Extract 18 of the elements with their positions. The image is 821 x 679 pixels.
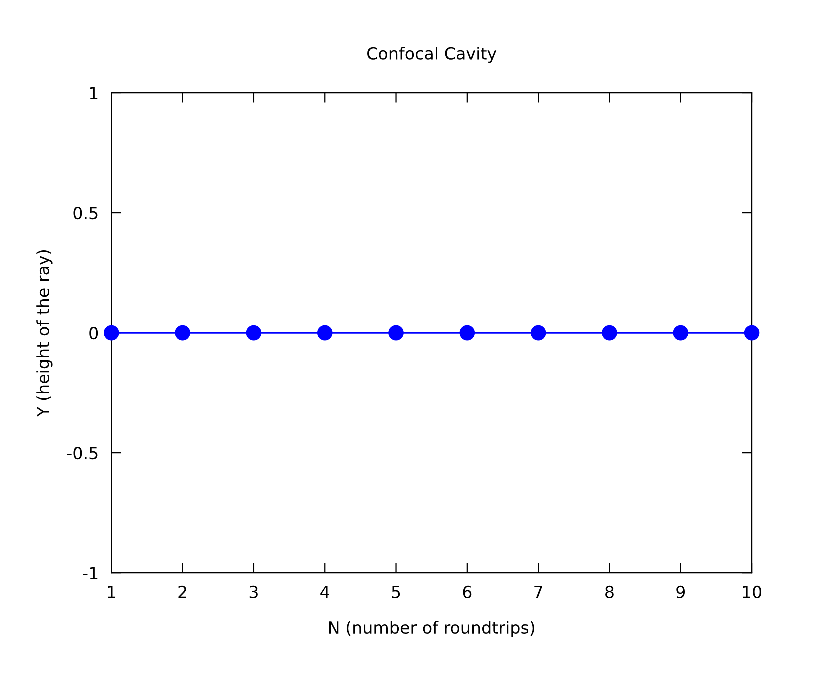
x-tick-label: 5 — [392, 586, 400, 598]
y-tick-label: 1 — [90, 87, 98, 100]
y-tick-label: -0.5 — [67, 447, 98, 460]
y-tick-label: -1 — [83, 567, 98, 580]
x-tick-label: 4 — [320, 586, 330, 598]
x-tick-label: 9 — [676, 586, 686, 598]
y-axis-title: Y (height of the ray) — [36, 250, 53, 418]
x-tick-label: 3 — [250, 586, 258, 598]
x-tick-label: 6 — [463, 586, 472, 598]
x-tick-label: 8 — [606, 586, 614, 598]
x-axis-title: N (number of roundtrips) — [329, 621, 534, 638]
x-tick-label: 10 — [743, 586, 762, 598]
x-tick-label: 7 — [534, 586, 542, 598]
y-tick-label: 0.5 — [74, 207, 98, 220]
chart-title: Confocal Cavity — [368, 47, 497, 64]
y-tick-label: 0 — [90, 327, 98, 340]
x-tick-label: 1 — [108, 586, 116, 598]
x-tick-label: 2 — [178, 586, 186, 598]
